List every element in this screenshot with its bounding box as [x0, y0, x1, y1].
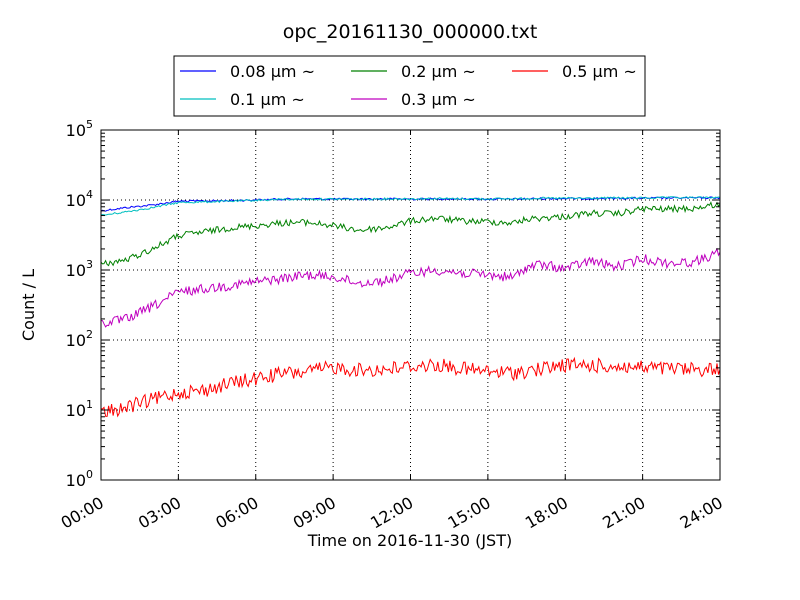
legend: 0.08 μm ~ 0.1 μm ~ 0.2 μm ~ 0.3 μm ~ 0.5 μm …: [173, 55, 646, 117]
legend-label-1: 0.1 μm ~: [230, 90, 305, 109]
legend-frame: [173, 55, 646, 117]
y-tick-label: 103: [66, 258, 93, 280]
series-layer: [100, 196, 721, 418]
y-tick-label: 100: [66, 468, 93, 490]
y-tick-label: 105: [66, 118, 93, 140]
legend-label-3: 0.3 μm ~: [401, 90, 476, 109]
y-tick-label: 104: [66, 188, 93, 210]
y-tick-label: 102: [66, 328, 93, 350]
y-axis: 100 101 102 103 104 105: [66, 118, 720, 490]
y-tick-label: 101: [66, 398, 93, 420]
series-line-2: [100, 201, 721, 267]
chart-title: opc_20161130_000000.txt: [283, 21, 538, 43]
legend-label-4: 0.5 μm ~: [562, 62, 637, 81]
legend-label-0: 0.08 μm ~: [230, 62, 315, 81]
series-line-1: [100, 196, 721, 216]
legend-label-2: 0.2 μm ~: [401, 62, 476, 81]
y-axis-label: Count / L: [19, 269, 38, 341]
x-axis-label: Time on 2016-11-30 (JST): [307, 531, 512, 550]
series-line-4: [100, 356, 721, 418]
series-line-3: [101, 247, 721, 328]
